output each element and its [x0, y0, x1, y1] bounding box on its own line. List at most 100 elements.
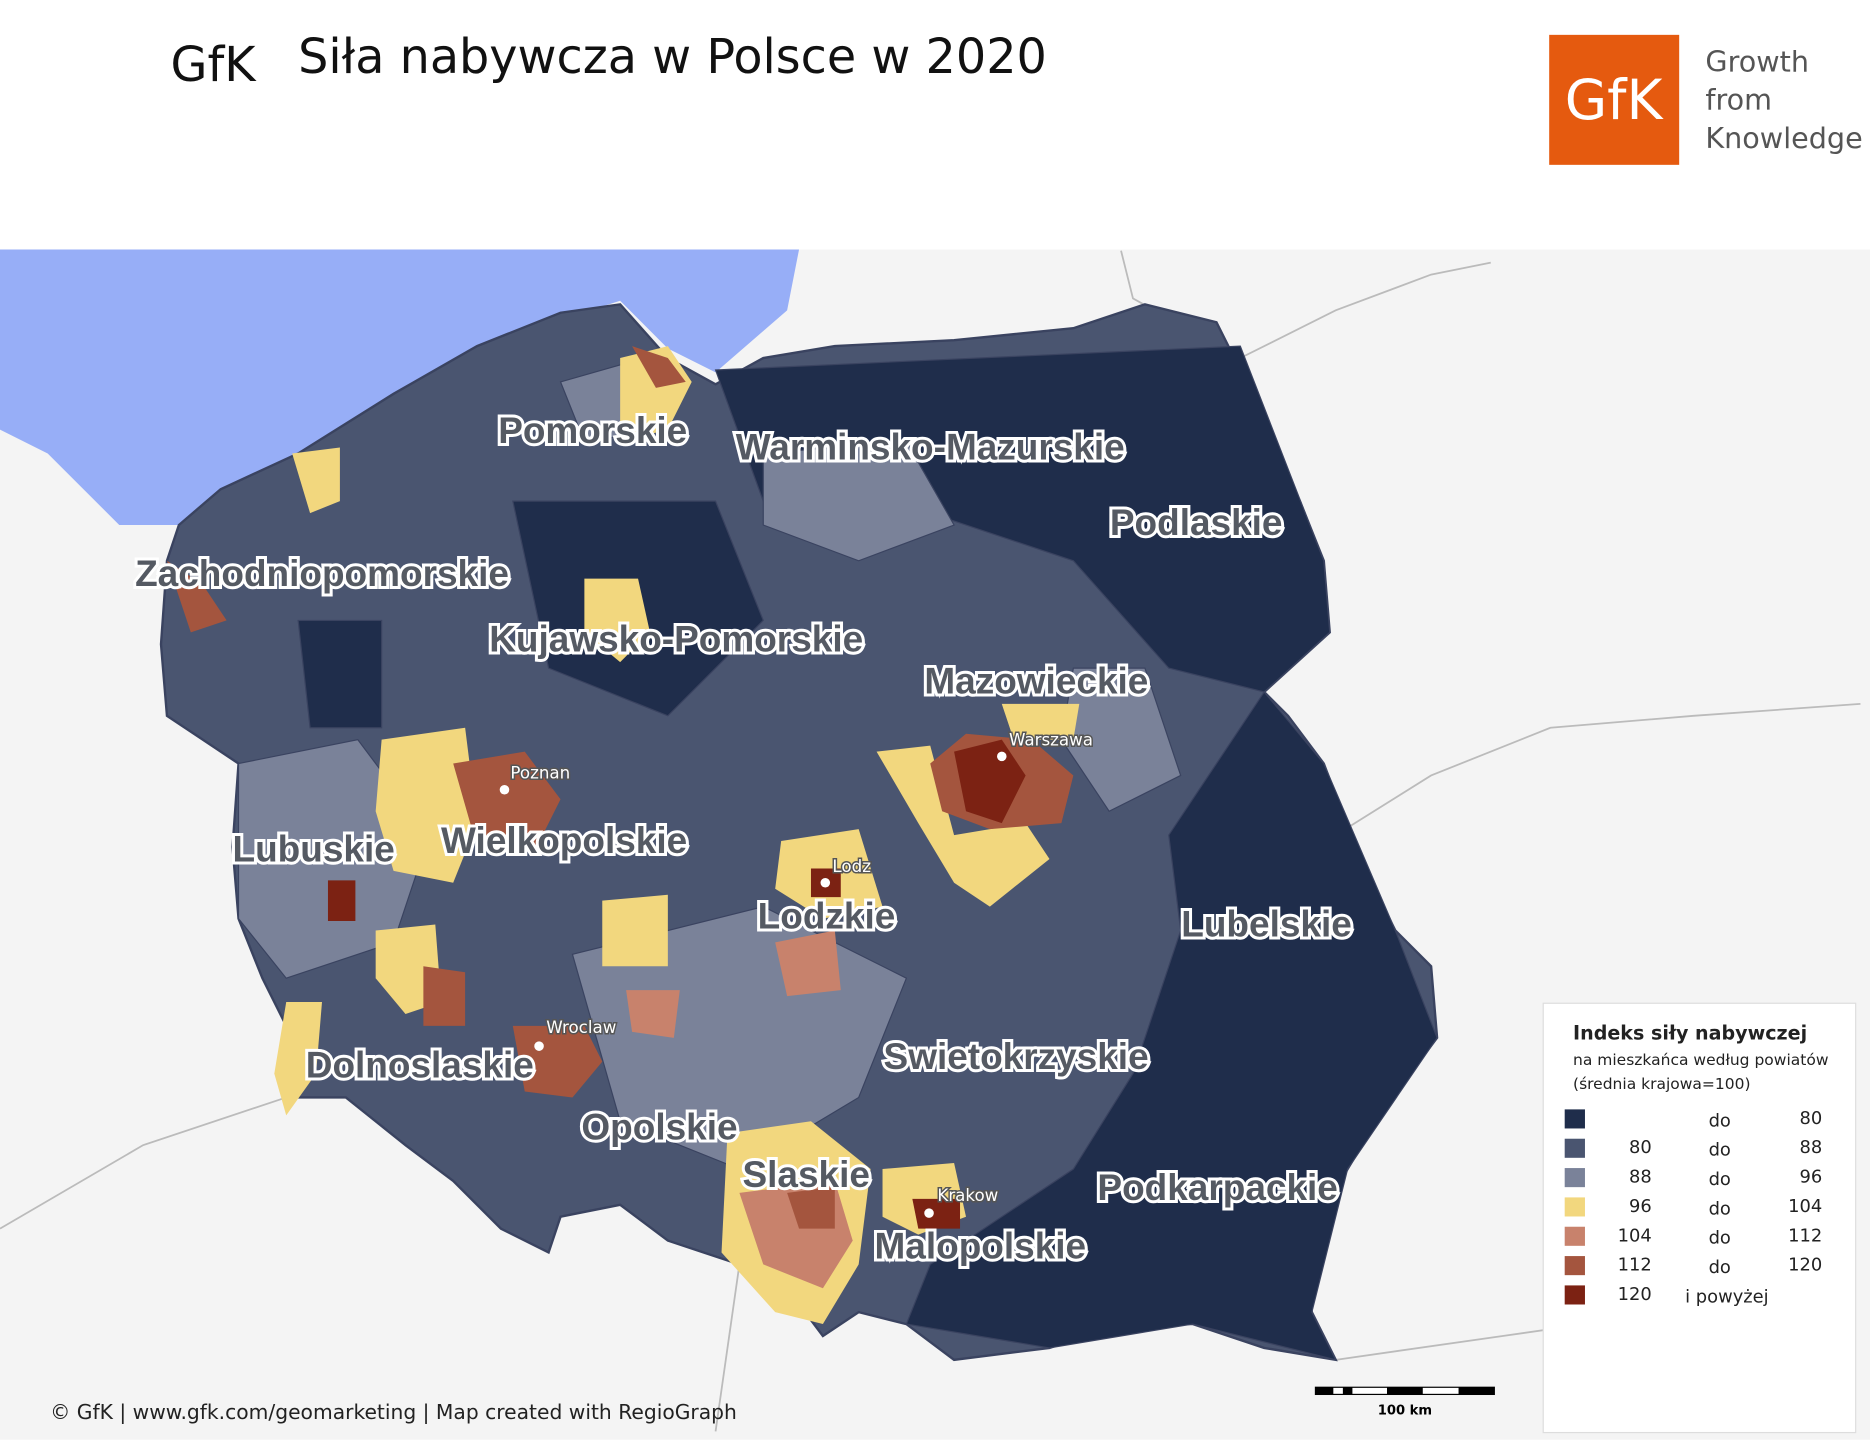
legend-from: 120 — [1618, 1284, 1652, 1305]
region-label: Kujawsko-Pomorskie — [489, 619, 863, 660]
area-96-104 — [375, 727, 478, 883]
scale-bar-label: 100 km — [1378, 1404, 1432, 1419]
logo-tagline: from — [1705, 83, 1772, 117]
area-112-120 — [423, 966, 466, 1026]
legend-swatch — [1564, 1285, 1585, 1305]
legend-from: 112 — [1618, 1255, 1652, 1276]
scale-bar: 100 km — [1314, 1386, 1495, 1419]
legend-to: 96 — [1800, 1167, 1823, 1188]
region-label: Lodzkie — [758, 895, 896, 936]
wordmark: GfK — [171, 38, 258, 93]
region-label: Podlaskie — [1110, 502, 1283, 543]
area-104-112 — [775, 930, 841, 997]
legend-to: 80 — [1800, 1108, 1823, 1129]
map: Pomorskie Warminsko-Mazurskie Podlaskie … — [0, 249, 1870, 1440]
legend-separator: do — [1709, 1228, 1731, 1249]
district-group — [905, 690, 1438, 1361]
area-96-104 — [602, 894, 668, 967]
legend-subtitle: (średnia krajowa=100) — [1573, 1075, 1751, 1093]
region-label: Warminsko-Mazurskie — [736, 427, 1125, 468]
region-label: Lubelskie — [1181, 904, 1352, 945]
area-112-120 — [166, 560, 227, 633]
legend-subtitle: na mieszkańca według powiatów — [1573, 1051, 1829, 1069]
border — [1335, 703, 1861, 836]
area-112-120 — [632, 346, 686, 388]
credit: © GfK | www.gfk.com/geomarketing | Map c… — [50, 1400, 737, 1424]
legend-from: 104 — [1618, 1225, 1652, 1246]
logo: GfK Growth from Knowledge — [1549, 34, 1863, 165]
city-label: Poznan — [510, 764, 570, 783]
region-label: Mazowieckie — [924, 660, 1148, 701]
legend-swatch — [1564, 1256, 1585, 1276]
wealth-areas — [166, 346, 1080, 1325]
sea — [0, 249, 800, 526]
legend-box — [1542, 1002, 1857, 1434]
legend-to: 88 — [1800, 1137, 1823, 1158]
area-104-112 — [626, 990, 680, 1038]
border — [0, 1096, 287, 1230]
area-96-104 — [292, 447, 340, 514]
legend-title: Indeks siły nabywczej — [1573, 1023, 1807, 1045]
logo-mark: GfK — [1565, 68, 1665, 132]
region-label: Opolskie — [581, 1106, 737, 1147]
scale-bar-segment — [1458, 1387, 1495, 1395]
city-label: Lodz — [832, 857, 871, 876]
legend-to: 104 — [1788, 1196, 1822, 1217]
logo-tagline: Growth — [1705, 44, 1809, 78]
border — [1120, 250, 1491, 360]
region-label: Malopolskie — [875, 1226, 1087, 1267]
legend-swatch — [1564, 1226, 1585, 1246]
legend: Indeks siły nabywczej na mieszkańca wedł… — [1542, 1002, 1857, 1434]
city-dot — [924, 1208, 934, 1218]
legend-from: 88 — [1629, 1167, 1652, 1188]
legend-separator: do — [1709, 1169, 1731, 1190]
area-120 — [327, 880, 356, 921]
city-label: Krakow — [937, 1186, 998, 1205]
region-label: Lubuskie — [233, 829, 395, 870]
area-112-120 — [453, 751, 561, 848]
districts — [237, 345, 1438, 1361]
legend-to: 112 — [1788, 1225, 1822, 1246]
area-96-104 — [876, 745, 1050, 907]
legend-from: 80 — [1629, 1137, 1652, 1158]
region-label: Dolnoslaskie — [306, 1044, 534, 1085]
district-group — [297, 619, 383, 729]
legend-swatch — [1564, 1168, 1585, 1188]
region-label: Slaskie — [742, 1154, 869, 1195]
region-label: Pomorskie — [498, 410, 687, 451]
legend-separator: do — [1709, 1198, 1731, 1219]
city-dot — [997, 751, 1007, 762]
area-96-104 — [1001, 703, 1080, 740]
city-dot — [499, 784, 510, 795]
city-label: Wroclaw — [546, 1018, 616, 1037]
title: Siła nabywcza w Polsce w 2020 — [298, 30, 1047, 85]
legend-separator: i powyżej — [1685, 1286, 1768, 1307]
area-120 — [912, 1198, 961, 1229]
city-label: Warszawa — [1009, 730, 1093, 749]
area-112-120 — [787, 1186, 835, 1229]
city-dot — [820, 878, 831, 888]
scale-bar-segment — [1386, 1387, 1423, 1395]
region-label: Swietokrzyskie — [884, 1036, 1149, 1077]
region-label: Wielkopolskie — [441, 820, 687, 861]
scale-bar-segment — [1315, 1387, 1334, 1395]
region-label: Podkarpackie — [1097, 1167, 1337, 1208]
legend-separator: do — [1709, 1257, 1731, 1278]
district-group — [762, 440, 955, 562]
area-96-104 — [274, 1002, 323, 1116]
legend-swatch — [1564, 1197, 1585, 1217]
cities: Warszawa Poznan Lodz Wroclaw Krakow — [499, 729, 1095, 1218]
logo-box — [1549, 34, 1680, 165]
legend-separator: do — [1709, 1110, 1731, 1131]
area-96-104 — [584, 578, 650, 663]
scale-bar-segment — [1342, 1387, 1353, 1395]
legend-separator: do — [1709, 1140, 1731, 1161]
city-dot — [534, 1041, 544, 1051]
region-label: Zachodniopomorskie — [135, 553, 509, 594]
legend-from: 96 — [1629, 1196, 1652, 1217]
region-labels: Pomorskie Warminsko-Mazurskie Podlaskie … — [132, 407, 1355, 1270]
legend-to: 120 — [1788, 1255, 1822, 1276]
border — [714, 1264, 741, 1432]
logo-tagline: Knowledge — [1705, 121, 1862, 155]
